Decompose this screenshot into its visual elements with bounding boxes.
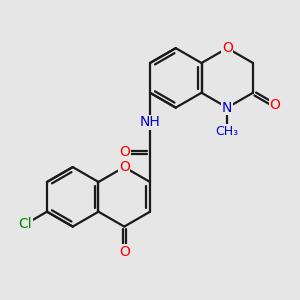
Text: O: O xyxy=(119,245,130,259)
Text: O: O xyxy=(119,160,130,174)
Text: O: O xyxy=(222,41,233,55)
Text: O: O xyxy=(119,145,130,159)
Text: O: O xyxy=(269,98,281,112)
Text: CH₃: CH₃ xyxy=(216,125,239,138)
Text: Cl: Cl xyxy=(18,218,32,231)
Text: NH: NH xyxy=(140,116,160,130)
Text: N: N xyxy=(222,100,232,115)
